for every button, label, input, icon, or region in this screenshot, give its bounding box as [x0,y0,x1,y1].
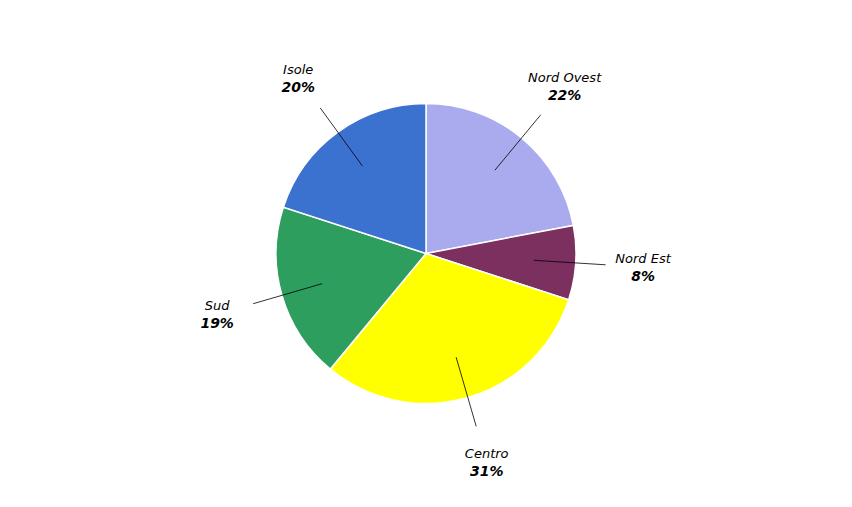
data-label: 22% [548,87,582,103]
leader-line [456,357,476,426]
leader-line [253,284,322,304]
category-label: Nord Est [615,251,671,266]
pie: Nord Ovest 22% Nord Est 8% Centro 31% Sud 19% Is… [200,62,671,480]
category-label: Centro [465,446,509,461]
leader-line [495,115,541,170]
slices [276,104,576,404]
leader-line [320,108,362,166]
data-label: 20% [281,79,315,95]
leader-lines [253,108,605,426]
data-label: 8% [631,268,655,284]
category-label: Isole [283,62,313,77]
slice [283,104,426,254]
data-label: 19% [200,315,234,331]
data-label: 31% [470,463,504,479]
category-label: Nord Ovest [528,70,602,85]
chart: Nord Ovest 22% Nord Est 8% Centro 31% Sud 19% Is… [0,0,852,507]
category-label: Sud [205,298,230,313]
leader-line [534,260,606,265]
labels: Nord Ovest 22% Nord Est 8% Centro 31% Sud 19% Is… [200,62,671,480]
